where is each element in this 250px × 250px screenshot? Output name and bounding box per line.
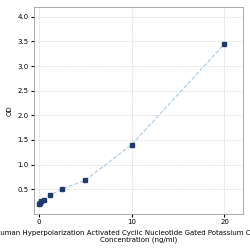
X-axis label: Human Hyperpolarization Activated Cyclic Nucleotide Gated Potassium Channel 4
Co: Human Hyperpolarization Activated Cyclic… [0, 230, 250, 243]
Y-axis label: OD: OD [7, 105, 13, 116]
